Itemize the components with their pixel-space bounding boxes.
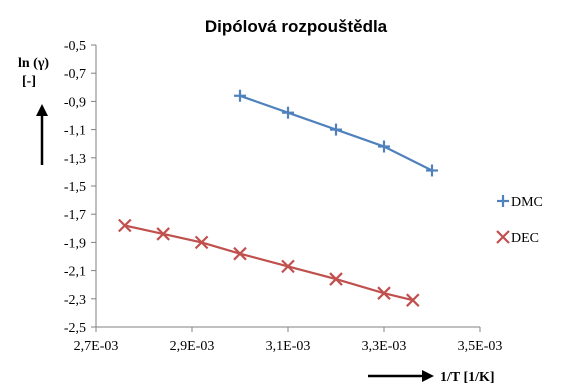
data-point-dec: [233, 246, 247, 261]
x-axis-label: 1/T [1/K]: [440, 370, 495, 383]
data-point-dec: [194, 235, 209, 250]
data-point-dmc: [330, 123, 342, 136]
data-point-dec: [329, 272, 343, 286]
x-tick-label: 3,5E-03: [458, 339, 503, 354]
legend-marker-dmc: [497, 195, 509, 207]
series-line-dec: [124, 224, 414, 302]
x-tick-label: 3,1E-03: [266, 339, 311, 354]
y-tick-label: -1,5: [64, 180, 86, 195]
y-tick-label: -0,9: [64, 95, 86, 110]
data-point-dmc: [234, 89, 246, 102]
legend-marker-dec: [496, 230, 510, 244]
y-axis-unit-label: [-]: [22, 74, 36, 89]
legend: DMC DEC: [496, 195, 543, 246]
y-tick-label: -1,1: [64, 124, 86, 139]
data-point-dec: [156, 227, 170, 241]
y-tick-label: -0,7: [64, 67, 86, 82]
data-point-dec: [281, 259, 295, 274]
y-tick-label: -2,3: [64, 293, 86, 308]
y-tick-label: -2,1: [64, 265, 86, 280]
data-point-dmc: [378, 140, 390, 153]
y-tick-label: -1,7: [64, 208, 86, 223]
y-tick-label: -1,9: [64, 236, 86, 251]
data-point-dmc: [426, 164, 438, 177]
y-tick-label: -2,5: [64, 321, 86, 336]
data-point-dec: [406, 293, 420, 307]
y-axis-label: ln (γ): [18, 56, 49, 71]
chart-title: Dipólová rozpouštědla: [205, 17, 388, 36]
y-tick-label: -1,3: [64, 152, 86, 167]
x-tick-label: 2,7E-03: [74, 339, 119, 354]
x-axis-arrow: [368, 370, 434, 382]
data-point-dec: [118, 218, 132, 233]
x-tick-label: 3,3E-03: [362, 339, 407, 354]
data-point-dec: [377, 286, 391, 300]
y-tick-label: -0,5: [64, 39, 86, 54]
y-axis-arrow: [36, 104, 48, 165]
x-tick-label: 2,9E-03: [170, 339, 215, 354]
legend-label-dmc: DMC: [511, 195, 543, 210]
legend-label-dec: DEC: [511, 231, 539, 246]
data-point-dmc: [282, 106, 294, 119]
